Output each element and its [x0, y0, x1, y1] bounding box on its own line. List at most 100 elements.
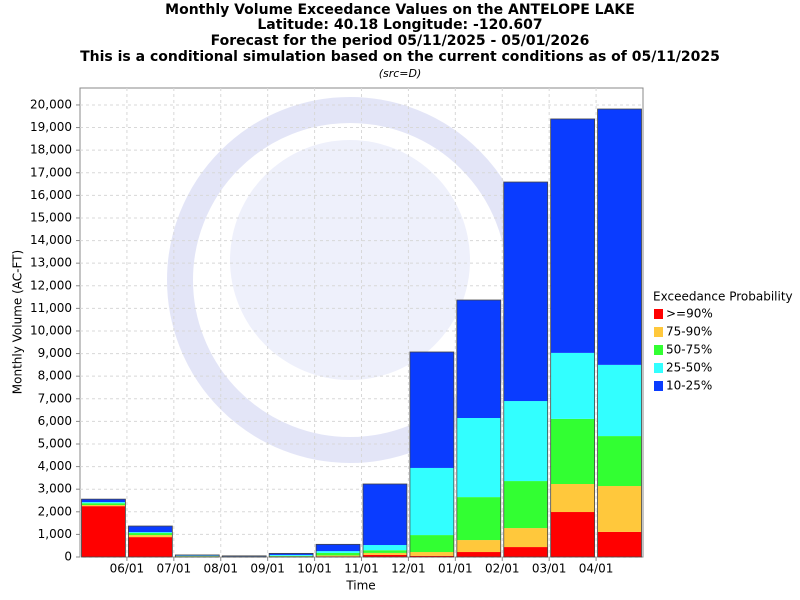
bar-segment	[409, 351, 454, 468]
legend-swatch	[654, 345, 663, 355]
bar-outline	[550, 118, 595, 558]
bar-outline	[81, 498, 126, 558]
bar-segment	[597, 436, 642, 487]
bar-segment	[363, 554, 407, 557]
bar-outline	[409, 351, 455, 558]
chart-title: Latitude: 40.18 Longitude: -120.607	[257, 17, 542, 33]
bar-segment	[456, 417, 501, 498]
bar-segment	[409, 535, 454, 553]
bar-segment	[81, 506, 126, 557]
x-tick-label: 02/01	[485, 562, 520, 576]
x-tick-label: 08/01	[203, 562, 238, 576]
legend-label: 50-75%	[666, 343, 712, 357]
y-tick-label: 7,000	[38, 391, 72, 405]
bar-outline	[456, 299, 502, 558]
bar-segment	[597, 364, 642, 437]
bar-outline	[174, 554, 220, 558]
y-tick-label: 6,000	[38, 414, 72, 428]
y-tick-label: 3,000	[38, 482, 72, 496]
x-tick-label: 04/01	[579, 562, 614, 576]
bar-segment	[409, 552, 454, 556]
legend-swatch	[654, 309, 663, 319]
bar-segment	[363, 552, 407, 555]
chart-subtitle: (src=D)	[379, 67, 422, 80]
bar-segment	[550, 418, 595, 484]
bar-outline	[315, 543, 361, 558]
x-tick-label: 11/01	[344, 562, 379, 576]
bar-segment	[81, 503, 126, 506]
y-tick-label: 10,000	[30, 323, 72, 337]
y-tick-label: 1,000	[38, 527, 72, 541]
chart-title: Forecast for the period 05/11/2025 - 05/…	[211, 33, 590, 49]
x-axis-label: Time	[345, 579, 375, 593]
bar-segment	[128, 526, 173, 533]
bar-outline	[128, 525, 173, 558]
bar-segment	[503, 401, 548, 482]
y-tick-label: 0	[64, 550, 72, 564]
y-tick-label: 5,000	[38, 436, 72, 450]
bar-segment	[316, 552, 360, 556]
x-tick-label: 12/01	[391, 562, 426, 576]
x-tick-label: 07/01	[157, 562, 192, 576]
x-tick-label: 10/01	[297, 562, 332, 576]
bar-segment	[363, 545, 407, 551]
bar-outline	[597, 108, 642, 558]
y-axis-label: Monthly Volume (AC-FT)	[11, 250, 25, 394]
bar-segment	[503, 182, 548, 402]
bar-segment	[409, 555, 454, 557]
bar-segment	[550, 118, 595, 353]
y-tick-label: 12,000	[30, 278, 72, 292]
y-tick-label: 18,000	[30, 143, 72, 157]
bar-outline	[503, 181, 549, 558]
bar-outline	[362, 483, 408, 558]
y-tick-label: 15,000	[30, 210, 72, 224]
x-tick-label: 01/01	[438, 562, 473, 576]
legend-label: 10-25%	[666, 379, 712, 393]
legend-label: 25-50%	[666, 361, 712, 375]
bar-segment	[81, 499, 126, 503]
bar-segment	[456, 300, 501, 418]
bar-segment	[597, 109, 642, 365]
chart-title: Monthly Volume Exceedance Values on the …	[165, 2, 635, 18]
bar-segment	[503, 481, 548, 529]
y-tick-label: 13,000	[30, 256, 72, 270]
y-tick-label: 8,000	[38, 369, 72, 383]
bar-segment	[456, 497, 501, 541]
bar-segment	[456, 540, 501, 553]
bar-segment	[550, 352, 595, 419]
bar-segment	[550, 483, 595, 513]
legend-swatch	[654, 381, 663, 391]
bar-segment	[316, 544, 360, 552]
y-tick-label: 16,000	[30, 188, 72, 202]
bar-segment	[128, 535, 173, 538]
y-tick-label: 11,000	[30, 301, 72, 315]
y-tick-label: 19,000	[30, 120, 72, 134]
bar-segment	[456, 552, 501, 557]
x-tick-label: 06/01	[110, 562, 145, 576]
y-tick-label: 17,000	[30, 165, 72, 179]
bar-segment	[316, 551, 360, 553]
bar-segment	[363, 483, 407, 546]
bar-segment	[597, 486, 642, 532]
bar-segment	[81, 505, 126, 507]
y-tick-label: 14,000	[30, 233, 72, 247]
y-tick-label: 2,000	[38, 504, 72, 518]
legend-title: Exceedance Probability	[653, 290, 793, 304]
bar-outline	[268, 552, 314, 558]
bar-segment	[269, 554, 314, 556]
bar-segment	[503, 547, 548, 557]
x-tick-label: 03/01	[532, 562, 567, 576]
legend-swatch	[654, 327, 663, 337]
bar-segment	[81, 502, 126, 504]
y-tick-label: 20,000	[30, 97, 72, 111]
x-tick-label: 09/01	[250, 562, 285, 576]
bar-segment	[128, 533, 173, 536]
bar-segment	[128, 537, 173, 557]
bar-segment	[409, 467, 454, 536]
bar-segment	[269, 553, 314, 555]
bar-segment	[597, 531, 642, 557]
bar-segment	[316, 555, 360, 557]
bar-outline	[221, 555, 267, 558]
bar-segment	[128, 532, 173, 534]
